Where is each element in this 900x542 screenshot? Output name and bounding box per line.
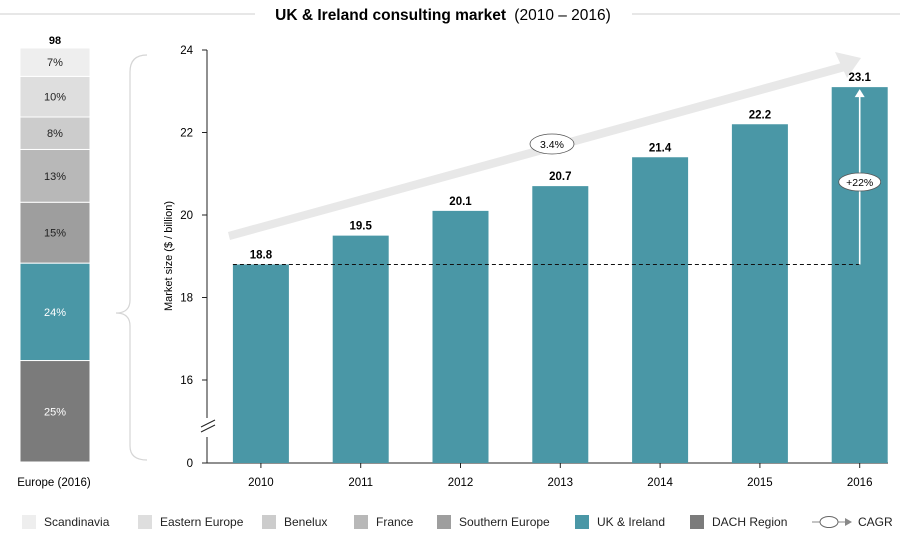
cagr-arrow-icon	[812, 516, 852, 528]
market-size-bar-chart: 0 16 18 20 22 24 Market size ($ / billion) 18.8…	[163, 45, 888, 489]
bar-value-label-2015: 22.2	[749, 109, 771, 121]
legend-item-uk-ireland: UK & Ireland	[575, 512, 665, 532]
legend-label-dach-region: DACH Region	[712, 515, 788, 529]
growth-arrow-head	[854, 89, 865, 98]
legend-swatch-uk-ireland	[575, 515, 589, 529]
stack-label-scandinavia: 7%	[47, 57, 63, 69]
x-tick-label-2010: 2010	[248, 477, 274, 489]
cagr-icon-arrowhead	[845, 518, 852, 526]
stack-label-southern-europe: 15%	[44, 228, 66, 240]
legend-label-uk-ireland: UK & Ireland	[597, 515, 666, 529]
stack-label-dach-region: 25%	[44, 406, 66, 418]
growth-label-bubble	[838, 172, 882, 192]
y-axis-break-mark-1	[200, 424, 216, 433]
y-tick-label-18: 18	[180, 293, 193, 305]
bar-value-label-2014: 21.4	[649, 142, 672, 154]
bar-value-label-2010: 18.8	[250, 250, 273, 262]
y-tick-label-20: 20	[180, 210, 193, 222]
x-tick-label-2013: 2013	[548, 477, 574, 489]
bar-2010	[232, 264, 289, 463]
bar-2015	[731, 124, 788, 463]
legend-swatch-southern-europe	[437, 515, 451, 529]
bar-2013	[532, 186, 589, 463]
cagr-trend-arrowhead	[835, 52, 861, 78]
stack-segment-dach-region	[19, 360, 91, 463]
legend-label-scandinavia: Scandinavia	[44, 515, 110, 529]
x-tick-label-2012: 2012	[448, 477, 474, 489]
bar-value-label-2011: 19.5	[350, 221, 373, 233]
y-tick-label-24: 24	[180, 45, 193, 57]
legend-item-cagr: CAGR	[812, 512, 893, 532]
bar-value-label-2016: 23.1	[849, 72, 872, 84]
legend-swatch-scandinavia	[22, 515, 36, 529]
legend-label-france: France	[376, 515, 414, 529]
stack-segment-eastern-europe	[19, 75, 91, 118]
stack-label-benelux: 8%	[47, 128, 63, 140]
bar-2014	[632, 157, 689, 463]
stack-segment-southern-europe	[19, 201, 91, 264]
bar-value-label-2012: 20.1	[449, 196, 472, 208]
legend-swatch-benelux	[262, 515, 276, 529]
chart-legend: Scandinavia Eastern Europe Benelux France So…	[0, 512, 900, 534]
x-tick-label-2014: 2014	[647, 477, 673, 489]
legend-item-dach-region: DACH Region	[690, 512, 787, 532]
cagr-bubble	[529, 133, 575, 155]
y-tick-label-0: 0	[187, 458, 193, 470]
chart-title-main: UK & Ireland consulting market	[275, 7, 506, 24]
bar-value-label-2013: 20.7	[549, 171, 571, 183]
x-tick-label-2011: 2011	[348, 477, 373, 489]
cagr-label: 3.4%	[540, 139, 564, 151]
chart-title: UK & Ireland consulting market (2010 – 2…	[275, 7, 611, 24]
stack-label-france: 13%	[44, 171, 66, 183]
chart-title-range: (2010 – 2016)	[514, 7, 611, 24]
growth-label: +22%	[846, 177, 873, 189]
y-axis-title: Market size ($ / billion)	[163, 201, 175, 311]
stack-label-eastern-europe: 10%	[44, 92, 66, 104]
y-tick-label-16: 16	[180, 375, 193, 387]
stack-segment-scandinavia	[19, 47, 91, 77]
legend-label-southern-europe: Southern Europe	[459, 515, 550, 529]
legend-item-france: France	[354, 512, 413, 532]
y-axis-break-mark-2	[200, 419, 216, 428]
bar-2012	[432, 210, 489, 463]
stack-segment-benelux	[19, 116, 91, 150]
legend-item-southern-europe: Southern Europe	[437, 512, 550, 532]
bracket-connector	[115, 54, 148, 461]
x-tick-label-2015: 2015	[747, 477, 773, 489]
legend-swatch-eastern-europe	[138, 515, 152, 529]
stack-segment-france	[19, 148, 91, 203]
legend-item-benelux: Benelux	[262, 512, 327, 532]
x-tick-label-2016: 2016	[847, 477, 873, 489]
legend-item-eastern-europe: Eastern Europe	[138, 512, 243, 532]
legend-label-eastern-europe: Eastern Europe	[160, 515, 244, 529]
legend-label-benelux: Benelux	[284, 515, 328, 529]
legend-label-cagr: CAGR	[858, 515, 893, 529]
europe-stacked-bar: 25% 24% 15% 13% 8% 10% 7% 98 Europe (2016)	[17, 35, 91, 489]
stack-category-label: Europe (2016)	[17, 477, 91, 489]
bar-2011	[332, 235, 389, 463]
stack-label-uk-ireland: 24%	[44, 307, 66, 319]
legend-swatch-france	[354, 515, 368, 529]
legend-item-scandinavia: Scandinavia	[22, 512, 109, 532]
cagr-icon-bubble	[819, 516, 839, 528]
stack-total-label: 98	[49, 35, 61, 47]
y-tick-label-22: 22	[180, 128, 193, 140]
legend-swatch-dach-region	[690, 515, 704, 529]
